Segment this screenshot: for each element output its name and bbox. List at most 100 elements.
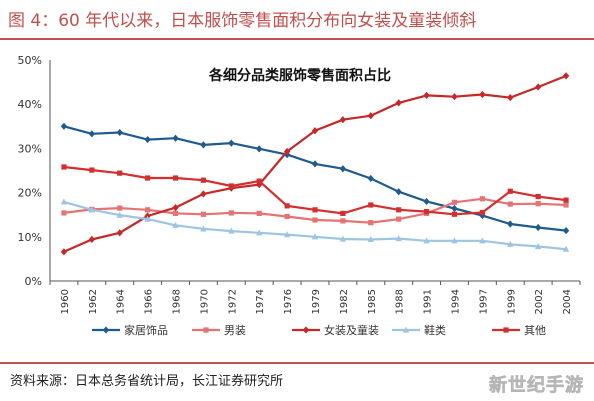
data-point <box>88 206 96 213</box>
x-tick-label: 1991 <box>423 289 434 314</box>
legend-marker <box>402 326 410 333</box>
data-point <box>88 130 96 138</box>
data-point <box>60 248 68 256</box>
data-point <box>283 147 291 156</box>
data-point <box>172 175 179 181</box>
data-point <box>200 190 207 198</box>
data-point <box>507 188 513 194</box>
data-point <box>451 204 458 213</box>
series-lines <box>60 72 570 256</box>
data-point <box>172 134 179 142</box>
data-point <box>534 223 542 232</box>
source-note: 资料来源：日本总务省统计局，长江证券研究所 <box>10 374 284 389</box>
legend-marker <box>203 327 209 333</box>
data-point <box>368 220 374 226</box>
legend-label: 家居饰品 <box>124 323 168 337</box>
data-point <box>311 160 319 168</box>
data-point <box>562 245 570 252</box>
data-point <box>144 215 151 222</box>
data-point <box>535 193 541 200</box>
data-point <box>479 90 486 99</box>
data-point <box>116 128 123 137</box>
data-point <box>479 209 485 216</box>
data-point <box>200 141 207 149</box>
y-tick-labels: 0% 10% 20% 30% 40% 50% <box>18 54 42 288</box>
y-tick-label: 10% <box>18 231 42 244</box>
data-point <box>61 164 67 170</box>
data-point <box>423 237 430 244</box>
x-tick-label: 1988 <box>395 289 406 314</box>
series-男装 <box>61 196 569 226</box>
data-point <box>145 207 151 213</box>
data-point <box>562 227 570 235</box>
data-point <box>423 209 430 215</box>
data-point <box>283 231 291 238</box>
data-point <box>562 72 570 80</box>
y-tick-label: 20% <box>18 187 42 200</box>
data-point <box>479 196 485 202</box>
data-point <box>367 236 374 243</box>
data-point <box>423 91 430 99</box>
x-tick-label: 1972 <box>227 289 238 314</box>
data-point <box>117 205 123 211</box>
x-tick-label: 1962 <box>88 289 99 314</box>
data-point <box>172 204 179 212</box>
legend-marker <box>302 326 310 334</box>
line-chart: 0%10%20%30%40%50% 1960 1962 1964 1966 1968 19… <box>18 54 581 337</box>
data-point <box>172 221 179 228</box>
data-point <box>284 203 290 209</box>
data-point <box>312 217 318 223</box>
x-tick-label: 1974 <box>255 289 266 314</box>
x-tick-label: 2002 <box>534 289 545 314</box>
data-point <box>507 93 514 102</box>
legend-marker <box>503 327 509 333</box>
data-point <box>451 211 458 217</box>
data-point <box>284 213 290 220</box>
data-point <box>563 202 569 208</box>
x-tick-label: 1964 <box>116 289 127 314</box>
x-tick-label: 1982 <box>339 289 350 314</box>
y-tick-label: 30% <box>18 142 42 155</box>
legend-label: 其他 <box>524 324 546 337</box>
data-point <box>144 135 151 144</box>
data-point <box>395 235 402 242</box>
x-tick-label: 1968 <box>172 289 183 314</box>
chart-area: 0% 10% 20% 30% 40% 50% 1960 1962 1964 1966 1968 19… <box>0 40 594 360</box>
data-point <box>507 220 514 228</box>
x-tick-label: 1960 <box>60 289 71 314</box>
legend-item: 家居饰品 <box>92 323 168 337</box>
data-point <box>339 165 347 173</box>
data-point <box>367 112 374 120</box>
axes <box>49 60 581 285</box>
figure-header: 图 4：60 年代以来，日本服饰零售面积分布向女装及童装倾斜 <box>0 0 594 40</box>
data-point <box>340 210 346 216</box>
x-tick-labels: 1960 1962 1964 1966 1968 1970 1972 1974 1976 1979… <box>60 289 573 314</box>
legend-marker <box>102 326 110 334</box>
data-point <box>311 233 319 240</box>
data-point <box>256 229 263 236</box>
data-point <box>423 197 430 206</box>
series-line <box>63 165 567 216</box>
data-point <box>60 122 68 130</box>
legend-item: 女装及童装 <box>292 323 379 337</box>
x-tick-label: 1979 <box>311 289 322 314</box>
data-point <box>507 240 514 247</box>
legend-item: 男装 <box>192 324 246 337</box>
series-其他 <box>61 164 569 217</box>
data-point <box>368 202 374 208</box>
data-point <box>563 197 569 203</box>
x-tick-label: 2004 <box>562 289 573 314</box>
data-point <box>396 216 402 222</box>
data-point <box>395 188 402 196</box>
data-point <box>395 99 402 107</box>
data-point <box>256 178 262 184</box>
data-point <box>228 210 234 216</box>
data-point <box>340 218 346 224</box>
data-point <box>228 183 234 189</box>
data-point <box>339 235 347 242</box>
footer-rule <box>0 362 594 364</box>
data-point <box>116 211 123 218</box>
data-point <box>200 211 207 217</box>
data-point <box>60 198 68 205</box>
series-line <box>63 125 567 232</box>
